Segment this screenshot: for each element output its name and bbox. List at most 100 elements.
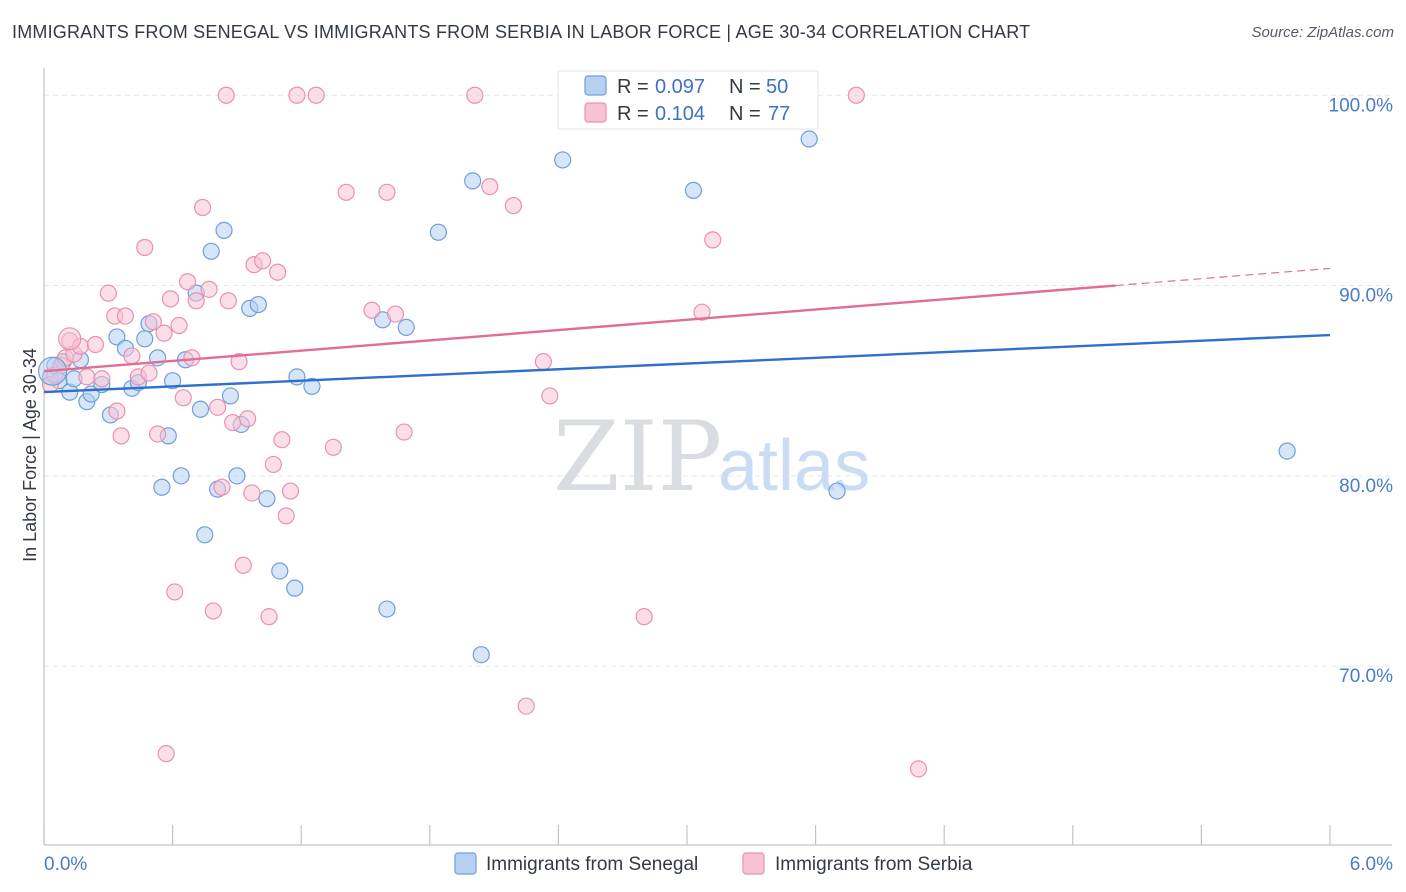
legend-n-label-serbia: N = [729, 103, 761, 125]
serbia-point [288, 86, 306, 104]
senegal-point [258, 490, 276, 508]
serbia-point [541, 387, 559, 405]
serbia-point [108, 402, 126, 420]
chart-source: Source: ZipAtlas.com [1251, 24, 1394, 41]
serbia-point [260, 608, 278, 626]
serbia-point [166, 583, 184, 601]
serbia-point [386, 305, 405, 323]
serbia-point-cluster [58, 327, 82, 351]
serbia-point [112, 427, 130, 445]
serbia-point [466, 86, 484, 104]
serbia-point [194, 198, 212, 217]
bottom-legend-label-senegal: Immigrants from Senegal [486, 854, 698, 875]
y-tick-label: 70.0% [1339, 666, 1393, 687]
senegal-point [472, 646, 490, 664]
serbia-point [307, 86, 325, 104]
serbia-point [140, 364, 158, 382]
serbia-point [264, 455, 282, 474]
serbia-point [157, 745, 175, 763]
x-tick-label-max: 6.0% [1350, 854, 1393, 875]
serbia-point [187, 292, 205, 310]
bottom-legend-swatch-serbia [742, 852, 765, 875]
serbia-point [161, 290, 180, 308]
serbia-point [200, 280, 218, 298]
serbia-point [174, 389, 192, 407]
serbia-point [116, 307, 135, 325]
senegal-point [303, 377, 321, 395]
legend-swatch-serbia [584, 102, 607, 123]
serbia-point [93, 370, 111, 388]
serbia-point [213, 478, 231, 496]
senegal-point [221, 387, 240, 405]
serbia-point [378, 183, 396, 201]
serbia-point [217, 86, 235, 104]
serbia-point [481, 177, 499, 196]
axes [43, 68, 1392, 846]
serbia-point [209, 398, 227, 416]
serbia-point [534, 353, 552, 371]
senegal-point [684, 181, 703, 199]
serbia-point [635, 608, 653, 626]
senegal-point [464, 172, 482, 190]
senegal-point [164, 372, 182, 390]
bottom-legend-swatch-senegal [454, 852, 477, 875]
serbia-point [78, 368, 96, 386]
serbia-point [219, 292, 237, 310]
correlation-legend: R = 0.097 N = 50 R = 0.104 N = 77 [557, 70, 819, 130]
y-tick-labels: 70.0% 80.0% 90.0% 100.0% [1329, 95, 1394, 687]
serbia-point [204, 602, 222, 620]
series-legend: Immigrants from Senegal Immigrants from … [454, 852, 973, 875]
senegal-point [108, 328, 126, 346]
data-points [37, 86, 1296, 778]
watermark-zip: ZIP [553, 401, 722, 513]
senegal-point [288, 368, 306, 386]
senegal-point [554, 151, 572, 169]
x-tick-label-min: 0.0% [44, 854, 87, 875]
serbia-point [254, 252, 272, 270]
serbia-point [86, 335, 105, 354]
y-tick-label: 90.0% [1339, 286, 1393, 307]
senegal-point [429, 223, 447, 241]
senegal-trend-line [43, 333, 1331, 394]
serbia-point [909, 760, 928, 778]
senegal-point [215, 221, 233, 239]
serbia-point [239, 410, 257, 428]
senegal-point [228, 467, 246, 485]
serbia-point [269, 263, 287, 281]
senegal-point [153, 478, 171, 496]
bottom-legend-label-serbia: Immigrants from Serbia [775, 854, 973, 875]
trend-lines [43, 267, 1331, 394]
senegal-point [271, 562, 289, 580]
chart-title: IMMIGRANTS FROM SENEGAL VS IMMIGRANTS FR… [12, 22, 1031, 42]
x-tick-labels: 0.0% 6.0% [44, 854, 1393, 875]
serbia-point [281, 482, 300, 500]
serbia-trend-extension [1115, 267, 1331, 287]
gridlines [44, 94, 1392, 667]
senegal-point [828, 482, 846, 500]
legend-r-value-senegal: 0.097 [655, 76, 705, 98]
senegal-point [378, 600, 396, 618]
serbia-point [148, 425, 167, 443]
senegal-point [196, 526, 214, 544]
serbia-point [395, 423, 413, 441]
legend-n-value-serbia: 77 [768, 103, 790, 125]
legend-n-value-senegal: 50 [766, 76, 788, 98]
serbia-point [277, 507, 295, 525]
y-axis-label: In Labor Force | Age 30-34 [20, 348, 40, 562]
senegal-point [249, 295, 267, 314]
senegal-point [136, 330, 154, 348]
senegal-point [1278, 442, 1296, 460]
serbia-point [99, 284, 117, 302]
legend-r-label-serbia: R = [617, 103, 649, 125]
serbia-point [234, 556, 252, 574]
serbia-point [704, 231, 722, 249]
serbia-point [224, 413, 242, 432]
legend-r-value-serbia: 0.104 [655, 103, 705, 125]
senegal-point [286, 579, 304, 597]
legend-r-label-senegal: R = [617, 76, 649, 98]
serbia-point [155, 324, 173, 342]
senegal-point [172, 467, 190, 485]
serbia-point [273, 431, 291, 449]
serbia-point [693, 303, 711, 321]
